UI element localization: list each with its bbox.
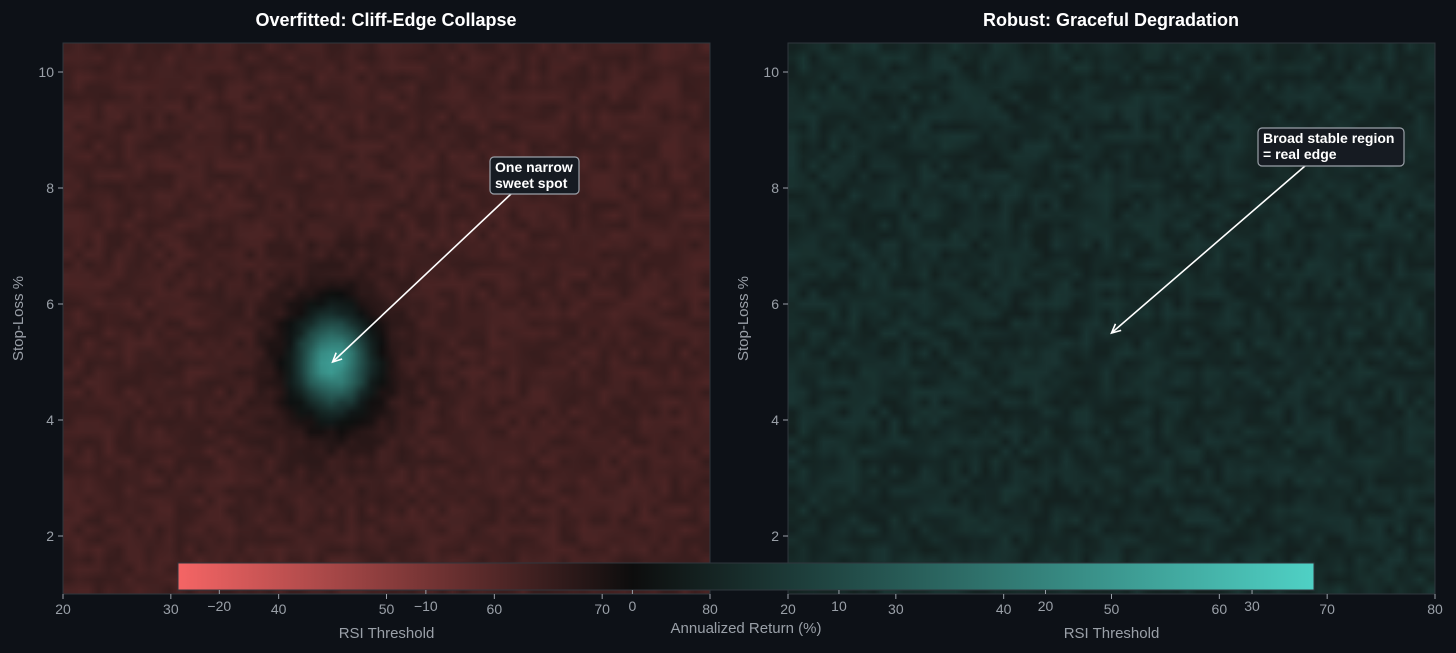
x-axis-label: RSI Threshold bbox=[339, 625, 435, 642]
colorbar-label: Annualized Return (%) bbox=[671, 620, 822, 637]
panel-robust: Robust: Graceful Degradation 20 30 40 50 60 7… bbox=[735, 10, 1443, 642]
y-tick-label: 10 bbox=[763, 64, 779, 80]
y-tick-label: 10 bbox=[38, 64, 54, 80]
heatmap-image bbox=[788, 43, 1435, 594]
annotation-box bbox=[489, 156, 580, 195]
annotation-arrow bbox=[332, 193, 512, 363]
annotation-arrowhead bbox=[331, 352, 343, 364]
x-tick-label: 20 bbox=[55, 601, 71, 617]
y-tick-label: 2 bbox=[46, 528, 54, 544]
y-tick-label: 4 bbox=[771, 412, 779, 428]
x-tick-label: 80 bbox=[702, 601, 718, 617]
panel-title: Robust: Graceful Degradation bbox=[983, 10, 1239, 30]
annotation-arrowhead bbox=[1110, 323, 1122, 335]
y-tick-label: 6 bbox=[46, 296, 54, 312]
colorbar-tick-label: 30 bbox=[1244, 598, 1260, 614]
y-tick-label: 8 bbox=[46, 180, 54, 196]
heatmap-image bbox=[63, 43, 710, 594]
x-tick-label: 30 bbox=[163, 601, 179, 617]
colorbar-tick-label: −10 bbox=[414, 598, 438, 614]
x-tick-label: 40 bbox=[996, 601, 1012, 617]
y-tick-label: 8 bbox=[771, 180, 779, 196]
annotation-text: sweet spot bbox=[495, 175, 568, 191]
y-tick-label: 2 bbox=[771, 528, 779, 544]
x-tick-label: 70 bbox=[594, 601, 610, 617]
colorbar-tick-label: 10 bbox=[831, 598, 847, 614]
x-tick-label: 50 bbox=[379, 601, 395, 617]
plot-area: 20 30 40 50 60 70 80 2 4 6 8 10 RSI Threshold Stop-Lo… bbox=[735, 42, 1443, 642]
colorbar-gradient bbox=[177, 562, 1315, 591]
x-tick-label: 20 bbox=[780, 601, 796, 617]
plot-area: 20 30 40 50 60 70 80 2 4 6 8 10 RSI Threshold Stop-Lo… bbox=[10, 42, 718, 642]
annotation-arrow bbox=[1110, 165, 1306, 334]
x-tick-label: 60 bbox=[1212, 601, 1228, 617]
annotation-text: One narrow bbox=[495, 159, 573, 175]
annotation-text: = real edge bbox=[1263, 146, 1337, 162]
panel-title: Overfitted: Cliff-Edge Collapse bbox=[255, 10, 516, 30]
annotation-box bbox=[1257, 127, 1405, 167]
x-tick-label: 70 bbox=[1319, 601, 1335, 617]
colorbar-tick-label: 0 bbox=[629, 598, 637, 614]
colorbar-tick-label: 20 bbox=[1038, 598, 1054, 614]
x-tick-label: 60 bbox=[487, 601, 503, 617]
x-axis-label: RSI Threshold bbox=[1064, 625, 1160, 642]
x-tick-label: 80 bbox=[1427, 601, 1443, 617]
annotation-text: Broad stable region bbox=[1263, 130, 1394, 146]
y-tick-label: 6 bbox=[771, 296, 779, 312]
y-axis-label: Stop-Loss % bbox=[10, 276, 27, 361]
x-tick-label: 40 bbox=[271, 601, 287, 617]
colorbar: −20 −10 0 10 20 30 bbox=[177, 562, 1315, 614]
y-axis-label: Stop-Loss % bbox=[735, 276, 752, 361]
colorbar-tick-label: −20 bbox=[207, 598, 231, 614]
x-tick-label: 50 bbox=[1104, 601, 1120, 617]
x-tick-label: 30 bbox=[888, 601, 904, 617]
y-tick-label: 4 bbox=[46, 412, 54, 428]
panel-overfitted: Overfitted: Cliff-Edge Collapse 20 30 40 50… bbox=[10, 10, 718, 642]
